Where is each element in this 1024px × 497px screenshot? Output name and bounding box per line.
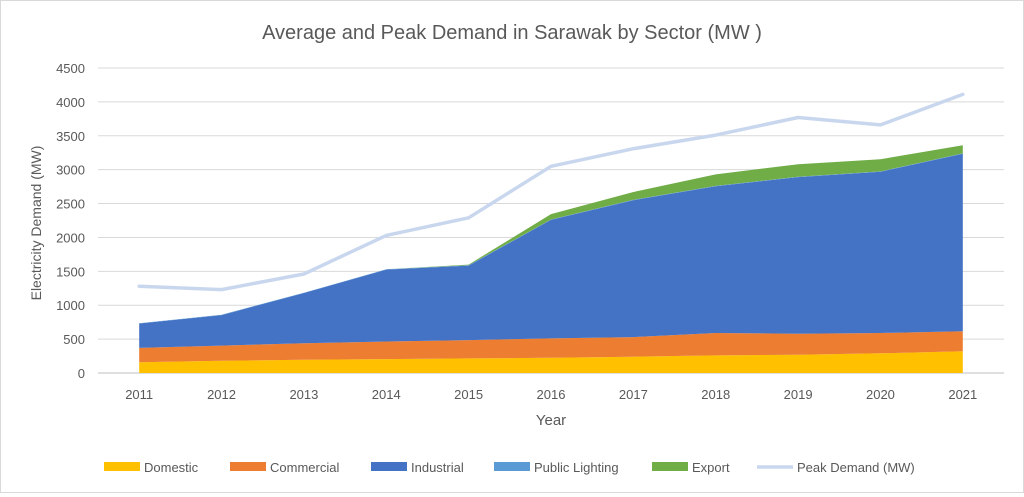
line-peak-demand-mw-: [137, 92, 965, 292]
legend-label: Export: [692, 460, 730, 475]
y-tick-label: 3000: [56, 163, 85, 178]
legend-item-commercial: Commercial: [230, 460, 339, 475]
area-commercial: [139, 331, 963, 363]
x-tick-label: 2018: [701, 387, 730, 402]
legend-swatch: [104, 462, 140, 471]
x-tick-label: 2020: [866, 387, 895, 402]
x-tick-label: 2012: [207, 387, 236, 402]
legend-label: Peak Demand (MW): [797, 460, 915, 475]
y-tick-label: 1500: [56, 264, 85, 279]
y-tick-label: 1000: [56, 298, 85, 313]
x-axis-label: Year: [536, 412, 566, 429]
y-axis-tick-labels: 0 500 1000 1500 2000 2500 3000 3500 4000 4500: [56, 61, 85, 381]
y-tick-label: 2500: [56, 197, 85, 212]
y-tick-label: 3500: [56, 129, 85, 144]
legend-label: Public Lighting: [534, 460, 619, 475]
y-axis-label: Electricity Demand (MW): [28, 146, 44, 301]
y-tick-label: 2000: [56, 230, 85, 245]
legend-swatch: [371, 462, 407, 471]
legend-swatch: [230, 462, 266, 471]
legend-label: Commercial: [270, 460, 339, 475]
x-tick-label: 2016: [537, 387, 566, 402]
x-axis-tick-labels: 2011 2012 2013 2014 2015 2016 2017 2018 2019 2020…: [125, 387, 977, 402]
y-tick-label: 0: [78, 366, 85, 381]
legend-item-public-lighting: Public Lighting: [494, 460, 619, 475]
area-export: [139, 145, 963, 324]
legend-label: Industrial: [411, 460, 464, 475]
x-tick-label: 2013: [289, 387, 318, 402]
y-tick-label: 4000: [56, 95, 85, 110]
legend: Domestic Commercial Industrial Public Light…: [104, 460, 915, 475]
line-series: [137, 92, 965, 292]
x-tick-label: 2015: [454, 387, 483, 402]
area-domestic: [139, 351, 963, 373]
legend-swatch: [494, 462, 530, 471]
area-industrial: [139, 153, 963, 348]
legend-item-domestic: Domestic: [104, 460, 199, 475]
x-tick-label: 2011: [125, 387, 153, 402]
legend-label: Domestic: [144, 460, 199, 475]
x-tick-label: 2017: [619, 387, 648, 402]
x-tick-label: 2014: [372, 387, 401, 402]
x-tick-label: 2019: [784, 387, 813, 402]
legend-item-peak-demand-mw-: Peak Demand (MW): [757, 460, 915, 475]
legend-item-export: Export: [652, 460, 730, 475]
area-series: [139, 145, 963, 373]
x-tick-label: 2021: [948, 387, 977, 402]
y-tick-label: 500: [63, 332, 85, 347]
chart-title: Average and Peak Demand in Sarawak by Se…: [262, 22, 762, 44]
legend-item-industrial: Industrial: [371, 460, 464, 475]
legend-swatch: [652, 462, 688, 471]
y-tick-label: 4500: [56, 61, 85, 76]
